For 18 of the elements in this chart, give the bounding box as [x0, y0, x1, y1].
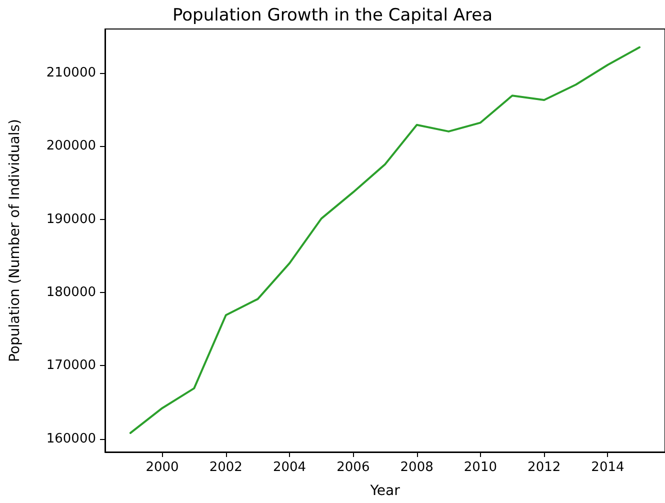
y-axis-title: Population (Number of Individuals)	[7, 118, 23, 362]
y-tick-label: 170000	[46, 358, 96, 374]
x-tick-label: 2012	[528, 460, 561, 475]
x-tick-label: 2008	[400, 460, 434, 475]
y-tick-label: 190000	[46, 212, 96, 227]
x-tick-label: 2006	[336, 460, 370, 475]
y-tick-label: 200000	[46, 138, 96, 154]
y-tick-label: 210000	[46, 65, 96, 80]
x-tick-label: 2010	[464, 460, 497, 475]
y-tick-label: 160000	[46, 431, 96, 446]
x-tick-label: 2004	[273, 460, 306, 475]
x-axis-title: Year	[369, 483, 400, 499]
x-tick-label: 2014	[591, 460, 624, 475]
line-series	[129, 46, 641, 434]
chart-title: Population Growth in the Capital Area	[172, 6, 492, 26]
y-tick-label: 180000	[46, 284, 96, 300]
x-tick-label: 2000	[146, 460, 179, 475]
x-tick-label: 2002	[209, 460, 242, 475]
